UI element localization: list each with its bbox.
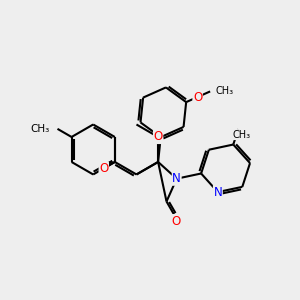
Text: CH₃: CH₃ [232, 130, 250, 140]
Text: O: O [99, 162, 108, 175]
Text: N: N [214, 186, 222, 199]
Text: CH₃: CH₃ [31, 124, 50, 134]
Text: O: O [154, 130, 163, 143]
Text: O: O [171, 214, 181, 228]
Text: O: O [193, 91, 202, 103]
Text: N: N [172, 172, 181, 185]
Text: CH₃: CH₃ [215, 86, 233, 96]
